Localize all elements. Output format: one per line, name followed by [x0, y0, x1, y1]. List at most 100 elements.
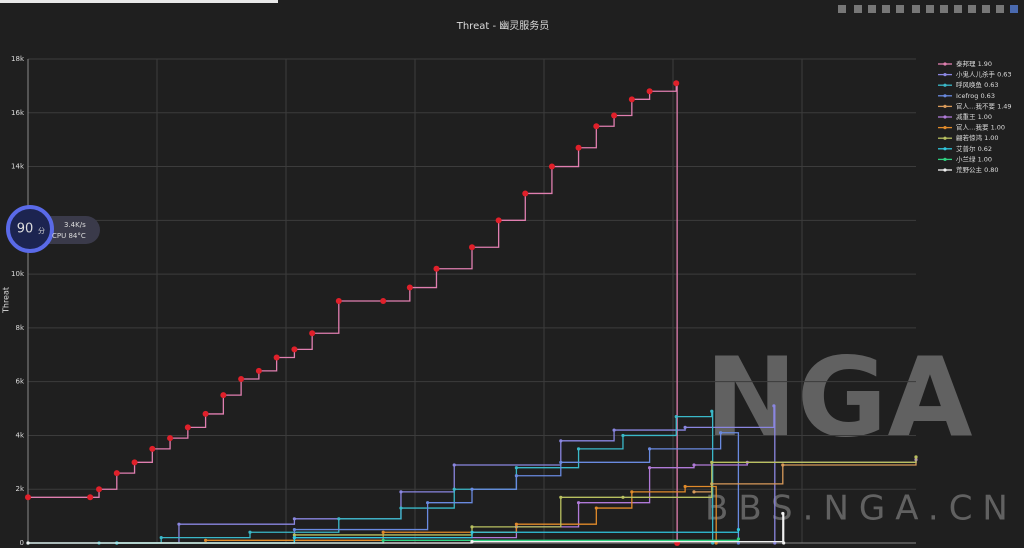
- point: [683, 484, 687, 489]
- legend-label: 减重王 1.00: [956, 112, 992, 121]
- legend-label: 艾普尔 0.62: [956, 144, 992, 153]
- legend-marker: [943, 147, 947, 151]
- watermark-site: BBS.NGA.CN: [705, 489, 1018, 529]
- point: [470, 530, 474, 534]
- point: [381, 530, 385, 534]
- tool-zoom[interactable]: [854, 5, 862, 13]
- legend-marker: [943, 168, 947, 172]
- legend-label: 荒野公主 0.80: [956, 165, 999, 174]
- point: [710, 409, 714, 413]
- point: [202, 410, 209, 417]
- legend-label: 翩若惊鸿 1.00: [956, 133, 999, 142]
- tool-lasso[interactable]: [896, 5, 904, 13]
- point: [522, 190, 529, 197]
- chart-title: Threat - 幽灵服务员: [456, 19, 550, 32]
- point: [736, 527, 741, 532]
- y-tick-label: 4k: [15, 431, 24, 439]
- legend-label: Icefrog 0.63: [956, 92, 995, 100]
- tool-hover[interactable]: [982, 5, 990, 13]
- point: [514, 466, 519, 470]
- point: [781, 511, 785, 516]
- point: [25, 494, 31, 501]
- point: [292, 536, 296, 540]
- tool-camera[interactable]: [838, 5, 846, 13]
- point: [781, 463, 785, 467]
- watermark-logo: NGA: [705, 333, 972, 461]
- point: [273, 354, 280, 361]
- point: [782, 541, 786, 545]
- point: [630, 490, 634, 494]
- point: [131, 459, 138, 466]
- point: [87, 494, 94, 501]
- legend-label: 小兰绿 1.00: [956, 154, 992, 163]
- point: [576, 501, 581, 505]
- point: [292, 533, 296, 537]
- y-axis-label: Threat: [2, 287, 11, 314]
- top-tab: [0, 0, 278, 3]
- toolbar[interactable]: [838, 5, 1018, 13]
- legend-label: 小鬼人儿杀手 0.63: [956, 70, 1012, 79]
- legend-label: 泰邦理 1.90: [956, 59, 992, 68]
- tool-pan[interactable]: [868, 5, 876, 13]
- point: [248, 530, 252, 534]
- point: [594, 506, 598, 510]
- point: [559, 439, 563, 443]
- point: [149, 445, 156, 452]
- tool-autoscale[interactable]: [940, 5, 948, 13]
- tool-zoom-in[interactable]: [912, 5, 920, 13]
- point: [406, 284, 413, 291]
- legend-label: 呼风唤鱼 0.63: [956, 80, 999, 89]
- point: [177, 522, 181, 526]
- point: [184, 424, 191, 431]
- point: [469, 244, 475, 251]
- tool-zoom-out[interactable]: [926, 5, 934, 13]
- tool-compare[interactable]: [996, 5, 1004, 13]
- tool-home[interactable]: [954, 5, 962, 13]
- point: [736, 537, 741, 541]
- point: [719, 431, 723, 435]
- point: [593, 123, 600, 130]
- point: [426, 501, 430, 505]
- point: [399, 490, 403, 494]
- point: [381, 538, 385, 542]
- tool-select[interactable]: [882, 5, 890, 13]
- tool-spike[interactable]: [968, 5, 976, 13]
- point: [470, 540, 474, 544]
- tool-logo[interactable]: [1010, 5, 1018, 13]
- widget-cpu: CPU 84°C: [52, 232, 86, 240]
- widget-ring: [6, 205, 54, 253]
- point: [291, 346, 298, 353]
- cpu-widget: 90 分 3.4K/s CPU 84°C: [6, 205, 100, 253]
- point: [575, 144, 582, 151]
- point: [495, 217, 502, 224]
- point: [292, 517, 296, 521]
- legend-label: 官人…我要 1.00: [956, 123, 1005, 132]
- widget-unit: 分: [38, 226, 45, 235]
- point: [710, 460, 714, 464]
- y-tick-label: 2k: [15, 485, 24, 493]
- point: [238, 375, 245, 382]
- point: [399, 506, 403, 510]
- point: [335, 298, 342, 304]
- watermark: NGA BBS.NGA.CN: [705, 333, 1018, 529]
- point: [628, 96, 635, 103]
- point: [772, 404, 776, 408]
- point: [204, 538, 208, 542]
- point: [559, 460, 563, 464]
- point: [309, 330, 316, 337]
- point: [648, 466, 652, 470]
- point: [683, 425, 687, 429]
- point: [433, 265, 440, 272]
- point: [612, 428, 616, 432]
- y-tick-label: 10k: [11, 270, 25, 278]
- legend-marker: [943, 136, 947, 140]
- point: [26, 541, 30, 545]
- point: [621, 495, 625, 499]
- point: [621, 433, 625, 438]
- y-tick-label: 0: [20, 539, 24, 547]
- point: [559, 495, 563, 499]
- point: [648, 447, 652, 451]
- point: [337, 517, 341, 521]
